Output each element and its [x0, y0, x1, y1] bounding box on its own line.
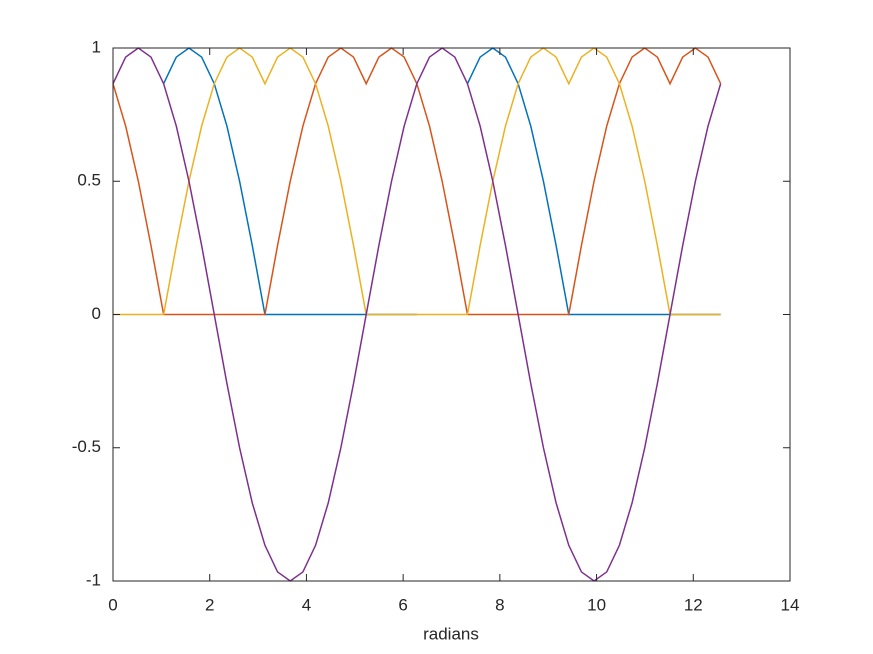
- x-tick-label: 2: [205, 595, 214, 614]
- series-line: [113, 47, 721, 316]
- x-tick-label: 10: [587, 595, 606, 614]
- y-tick-label: -1: [86, 570, 101, 589]
- x-tick-label: 8: [495, 595, 504, 614]
- y-tick-label: 0.5: [77, 171, 101, 190]
- x-tick-label: 12: [684, 595, 703, 614]
- y-tick-label: 1: [92, 37, 101, 56]
- y-tick-label: -0.5: [72, 437, 101, 456]
- x-axis-label: radians: [423, 624, 479, 643]
- x-tick-label: 14: [781, 595, 800, 614]
- y-tick-label: 0: [92, 304, 101, 323]
- series-line: [112, 47, 722, 582]
- x-tick-label: 6: [398, 595, 407, 614]
- x-tick-label: 4: [302, 595, 311, 614]
- x-tick-label: 0: [108, 595, 117, 614]
